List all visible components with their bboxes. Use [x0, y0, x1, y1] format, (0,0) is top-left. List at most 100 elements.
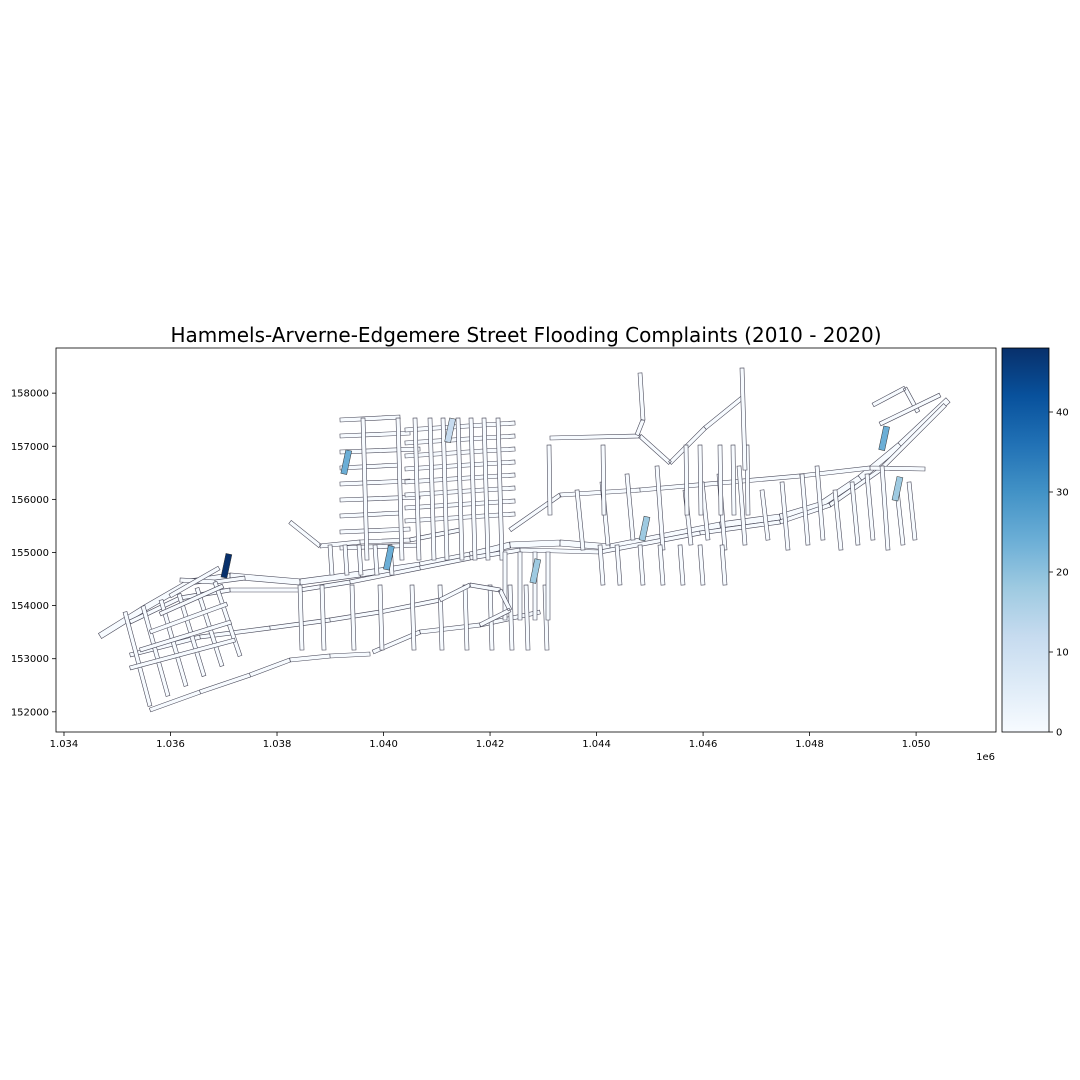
street-segment — [339, 414, 401, 423]
street-segment — [849, 481, 861, 546]
street-segment — [468, 417, 478, 561]
street-segment — [697, 444, 704, 516]
street-segment — [697, 544, 706, 586]
street-segment — [878, 392, 942, 427]
street-segment — [549, 396, 744, 465]
x-tick-label: 1.042 — [476, 739, 505, 750]
street-segment — [372, 544, 380, 576]
street-segment — [879, 465, 891, 551]
street-segment — [730, 444, 737, 516]
colorbar-tick-label: 0 — [1056, 728, 1062, 739]
street-segment — [864, 473, 876, 541]
street-segment — [523, 584, 531, 651]
chart-title: Hammels-Arverne-Edgemere Street Flooding… — [170, 323, 881, 347]
street-segment — [339, 446, 421, 455]
street-segment — [739, 367, 748, 471]
street-segment — [717, 444, 724, 516]
y-tick-label: 158000 — [11, 389, 49, 400]
y-tick-label: 156000 — [11, 495, 49, 506]
street-segment — [148, 651, 371, 713]
flooding-segments — [220, 417, 904, 584]
street-network — [98, 367, 951, 713]
street-segment — [129, 597, 441, 658]
street-segment — [128, 403, 947, 625]
street-segment — [455, 417, 465, 561]
street-segment — [677, 544, 686, 586]
street-segment — [462, 584, 470, 651]
x-tick-label: 1.048 — [795, 739, 824, 750]
flooding-segment — [878, 425, 890, 451]
street-segment — [438, 582, 513, 628]
colorbar-tick-label: 20 — [1056, 568, 1069, 579]
street-segment — [339, 526, 411, 535]
street-segment — [719, 544, 728, 586]
street-segment — [297, 584, 305, 651]
street-segment — [546, 444, 553, 516]
street-segment — [814, 465, 826, 541]
x-tick-label: 1.046 — [689, 739, 718, 750]
street-segment — [624, 473, 636, 541]
street-segment — [288, 520, 461, 549]
colorbar-tick-label: 30 — [1056, 488, 1069, 499]
street-segment — [799, 473, 811, 546]
street-segment — [139, 619, 232, 653]
street-segment — [759, 489, 771, 541]
street-segment — [597, 544, 606, 586]
street-segment — [437, 584, 445, 651]
street-segment — [545, 551, 551, 621]
flooding-segment — [891, 476, 904, 502]
flooding-segment — [638, 515, 651, 542]
x-tick-label: 1.040 — [369, 739, 398, 750]
x-tick-label: 1.036 — [156, 739, 185, 750]
street-segment — [614, 544, 623, 586]
street-segment — [871, 385, 921, 414]
colorbar-gradient — [1002, 348, 1049, 732]
street-segment — [507, 584, 515, 651]
street-segment — [440, 417, 450, 561]
street-segment — [371, 609, 541, 655]
street-segment — [148, 601, 229, 635]
colorbar: 0 10 20 30 40 — [1001, 347, 1069, 739]
map-plot-area — [98, 367, 951, 713]
street-segment — [517, 551, 523, 621]
street-segment — [654, 465, 666, 551]
street-segment — [637, 544, 646, 586]
street-segment — [129, 637, 236, 671]
street-segment — [339, 478, 411, 487]
colorbar-frame — [1001, 347, 1050, 733]
x-tick-label: 1.038 — [263, 739, 292, 750]
flooding-segment — [383, 545, 395, 571]
street-segment — [657, 544, 666, 586]
street-segment — [356, 544, 364, 576]
street-segment — [339, 510, 401, 519]
x-axis-offset-label: 1e6 — [976, 752, 995, 763]
street-segment — [342, 544, 350, 576]
y-tick-label: 155000 — [11, 548, 49, 559]
colorbar-ticks: 0 10 20 30 40 — [1049, 408, 1069, 739]
y-axis: 152000 153000 154000 155000 156000 157000 1580… — [11, 389, 56, 718]
street-segment — [832, 489, 844, 551]
street-segment — [122, 611, 153, 707]
y-tick-label: 153000 — [11, 654, 49, 665]
x-tick-label: 1.034 — [50, 739, 79, 750]
x-tick-label: 1.050 — [902, 739, 931, 750]
x-tick-label: 1.044 — [582, 739, 611, 750]
street-segment — [349, 584, 357, 651]
street-segment — [634, 372, 646, 437]
street-segment — [481, 417, 491, 561]
street-segment — [683, 444, 690, 516]
y-tick-label: 157000 — [11, 442, 49, 453]
street-segment — [412, 417, 422, 561]
street-segment — [779, 481, 791, 551]
street-segment — [736, 465, 748, 546]
x-axis: 1.034 1.036 1.038 1.040 1.042 1.044 1.046 1.048… — [50, 732, 931, 750]
y-tick-label: 154000 — [11, 601, 49, 612]
street-segment — [327, 544, 335, 576]
street-segment — [158, 583, 225, 617]
colorbar-tick-label: 10 — [1056, 648, 1069, 659]
street-segment — [906, 481, 918, 541]
street-segment — [319, 584, 327, 651]
street-segment — [395, 417, 405, 561]
street-segment — [409, 584, 417, 651]
